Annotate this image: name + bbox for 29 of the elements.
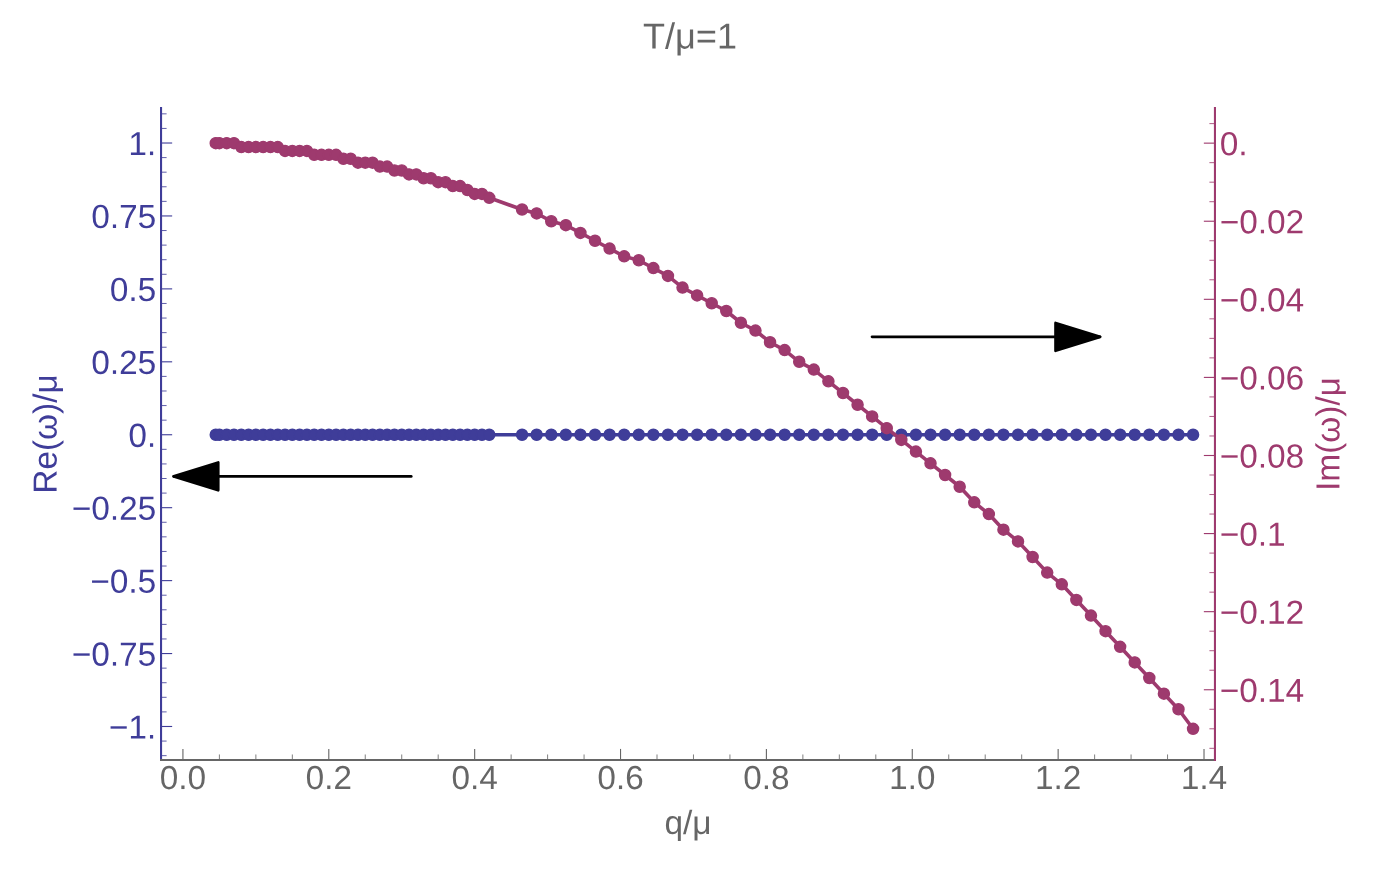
chart-title: T/μ=1 xyxy=(643,22,736,56)
y-axis-title: Re(ω)/μ xyxy=(32,376,64,491)
y2-tick-label: −0.08 xyxy=(1221,444,1303,468)
y2-axis-title: Im(ω)/μ xyxy=(1315,379,1347,488)
x-tick-label: 1.2 xyxy=(1037,765,1080,790)
y-tick-label: 0.5 xyxy=(111,277,155,302)
x-tick-label: 0.4 xyxy=(452,765,497,790)
y2-tick-label: −0.06 xyxy=(1221,366,1303,390)
x-tick-label: 1.4 xyxy=(1183,766,1227,790)
y-tick-label: −0.75 xyxy=(73,642,155,666)
x-tick-label: 0.6 xyxy=(598,765,643,790)
y-tick-label: −1. xyxy=(110,715,154,739)
y2-tick-label: −0.12 xyxy=(1221,600,1303,625)
y-tick-label: −0.5 xyxy=(92,569,155,594)
y2-tick-label: −0.02 xyxy=(1221,210,1303,234)
x-tick-label: 0.0 xyxy=(161,765,205,790)
y2-tick-label: −0.1 xyxy=(1221,522,1284,546)
x-tick-label: 0.8 xyxy=(744,765,789,790)
y-tick-label: 0. xyxy=(129,423,154,448)
y2-tick-label: −0.14 xyxy=(1221,678,1304,703)
y2-tick-label: −0.04 xyxy=(1221,288,1304,312)
y-tick-label: 0.75 xyxy=(92,204,155,229)
y-tick-label: 0.25 xyxy=(92,350,155,375)
y-tick-label: 1. xyxy=(130,132,154,156)
x-tick-label: 1.0 xyxy=(891,765,935,790)
x-tick-label: 0.2 xyxy=(306,765,351,790)
y2-tick-label: 0. xyxy=(1221,131,1245,156)
x-axis-title: q/μ xyxy=(665,809,710,841)
y-tick-label: −0.25 xyxy=(73,496,155,521)
